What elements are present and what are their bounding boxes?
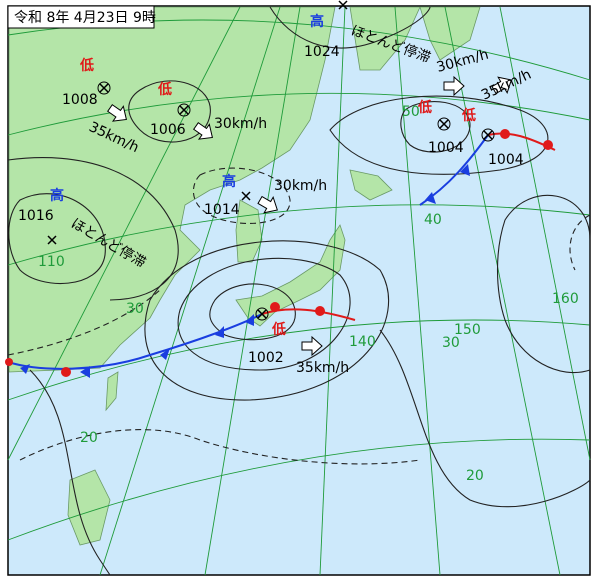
pressure: 1016 — [18, 208, 54, 224]
grid-label: 30 — [442, 335, 460, 351]
center-mark — [97, 81, 111, 95]
grid-label: 110 — [38, 254, 65, 270]
grid-label: 160 — [552, 291, 579, 307]
speed: 30km/h — [214, 116, 267, 132]
center-mark — [177, 103, 191, 117]
grid-label: 150 — [454, 322, 481, 338]
center-x — [483, 130, 493, 140]
grid-label: 40 — [424, 212, 442, 228]
title: 令和 8年 4月23日 9時 — [14, 10, 156, 26]
pressure: 1024 — [304, 44, 340, 60]
grid-label: 20 — [80, 430, 98, 446]
center-mark — [255, 307, 269, 321]
center-x — [439, 119, 449, 129]
center-x — [257, 309, 267, 319]
pressure: 1006 — [150, 122, 186, 138]
center-mark — [481, 128, 495, 142]
center-x — [241, 191, 251, 201]
speed: 35km/h — [296, 360, 349, 376]
system-type: 高 — [310, 13, 324, 30]
pressure: 1002 — [248, 350, 284, 366]
move-arrow — [193, 122, 213, 140]
grid-label: 20 — [466, 468, 484, 484]
grid-label: 30 — [126, 301, 144, 317]
system-type: 低 — [79, 57, 94, 74]
system-type: 高 — [50, 187, 64, 204]
move-arrow — [301, 335, 323, 357]
isobars — [7, 6, 591, 576]
system-type: 高 — [222, 173, 236, 190]
title-box — [7, 5, 155, 29]
center-mark — [437, 117, 451, 131]
move-arrow — [443, 75, 465, 97]
system-type: 低 — [271, 321, 286, 338]
speed: 30km/h — [274, 178, 327, 194]
pressure: 1004 — [488, 152, 524, 168]
pressure: 1004 — [428, 140, 464, 156]
grid-label: 140 — [349, 334, 376, 350]
center-x — [47, 235, 57, 245]
move-arrow — [107, 104, 127, 122]
system-type: 低 — [157, 81, 172, 98]
system-type: 低 — [461, 107, 476, 124]
move-arrow — [491, 76, 512, 95]
pressure: 1008 — [62, 92, 98, 108]
system-type: 低 — [417, 99, 432, 116]
center-x — [99, 83, 109, 93]
pressure: 1014 — [204, 202, 240, 218]
center-x — [179, 105, 189, 115]
move-arrow — [257, 195, 278, 214]
grid-label: 50 — [402, 104, 420, 120]
center-x — [338, 0, 348, 10]
